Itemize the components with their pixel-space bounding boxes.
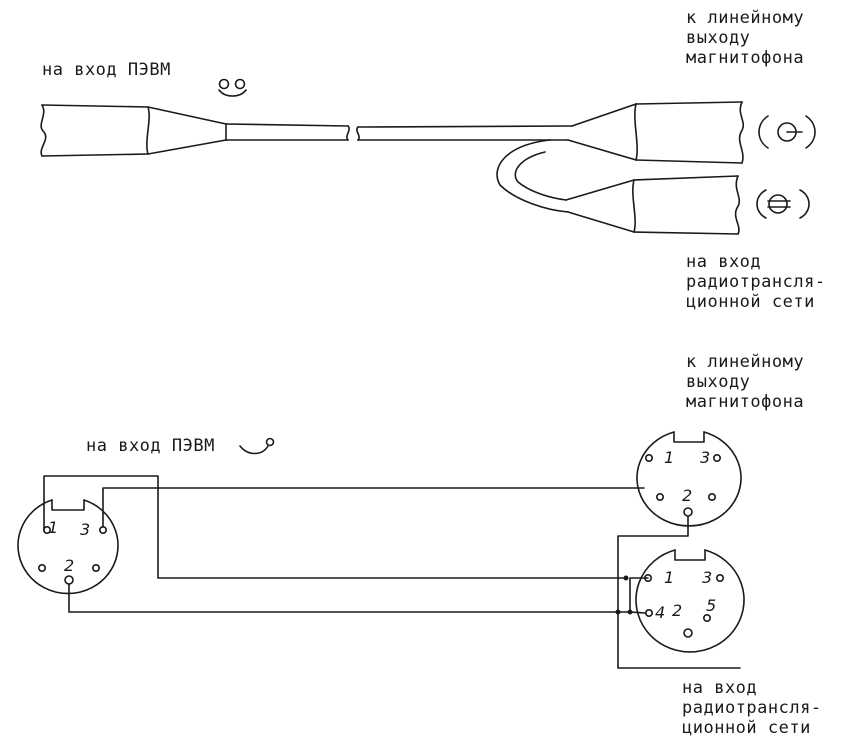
right-top-pin-3-label: 3 (700, 448, 711, 467)
right-branch-cable (496, 139, 569, 213)
right-upper-plug-drawing (567, 101, 745, 164)
right-lower-plug-drawing (565, 175, 741, 235)
wire-pin1 (43, 475, 627, 579)
top-radio-input-label: на вход радиотрансля- ционной сети (686, 252, 826, 312)
right-bottom-pin-5-label: 5 (706, 596, 717, 615)
left-cable-segment (225, 123, 350, 141)
right-bottom-pin-3-label: 3 (702, 568, 713, 587)
din-symbol-lower-right-icon (756, 189, 810, 219)
right-bottom-connector-drawing (635, 549, 745, 653)
right-top-pin-2-label: 2 (682, 486, 693, 505)
right-bottom-pin-4-label: 4 (655, 603, 666, 622)
left-pin-2-label: 2 (64, 556, 75, 575)
right-cable-segment (356, 125, 573, 141)
bottom-pc-input-label: на вход ПЭВМ (86, 436, 215, 456)
bottom-line-out-label: к линейному выходу магнитофона (686, 352, 805, 412)
right-top-connector-drawing (636, 431, 742, 527)
din-symbol-upper-right-icon (758, 115, 816, 149)
bottom-radio-input-label: на вход радиотрансля- ционной сети (682, 678, 822, 738)
wire-pin3 (102, 487, 645, 528)
top-pc-input-label: на вход ПЭВМ (42, 60, 171, 80)
left-plug-drawing (40, 104, 227, 157)
left-pin-3-label: 3 (80, 520, 91, 539)
junction-dots (615, 575, 633, 615)
right-bottom-pin-2-label: 2 (672, 601, 683, 620)
top-line-out-label: к линейному выходу магнитофона (686, 8, 805, 68)
right-bottom-pin-1-label: 1 (664, 568, 675, 587)
right-top-pin-1-label: 1 (664, 448, 675, 467)
din-symbol-bottom-left-icon (239, 437, 275, 455)
left-pin-1-label: 1 (48, 518, 59, 537)
wire-screen (68, 515, 741, 669)
din-symbol-top-left-icon (218, 78, 247, 97)
